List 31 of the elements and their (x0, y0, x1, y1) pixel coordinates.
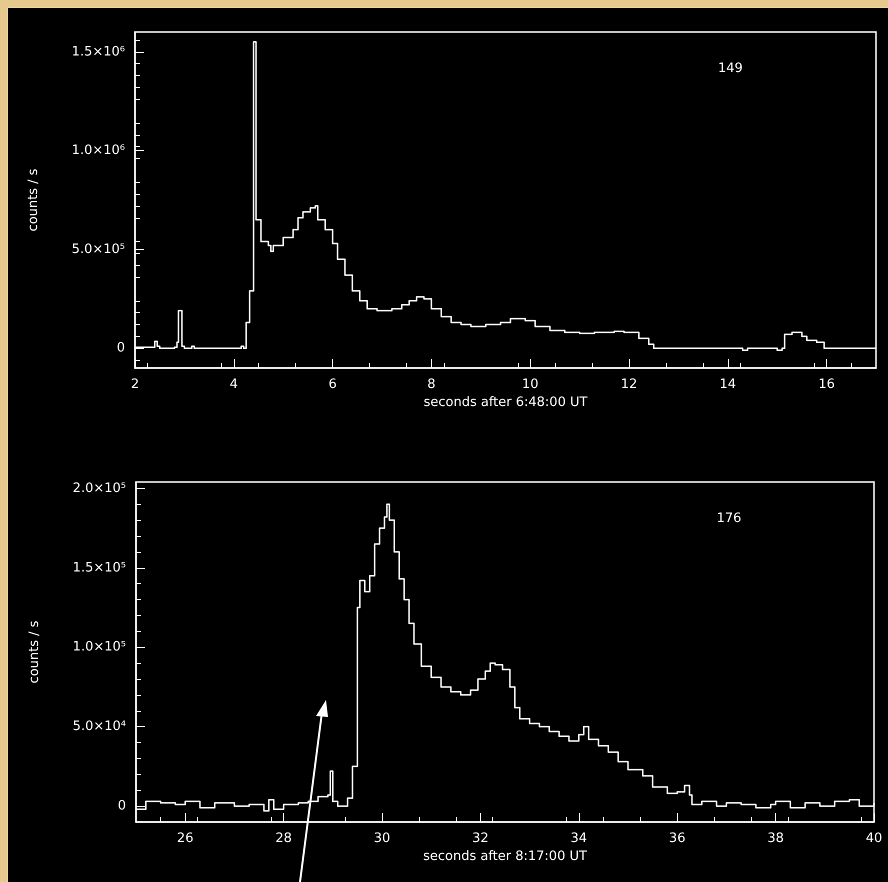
x-tick-label: 14 (720, 377, 736, 392)
x-tick-label: 30 (374, 831, 390, 846)
x-tick-label: 38 (767, 831, 784, 846)
y-tick-label: 0 (116, 340, 125, 356)
x-tick-label: 2 (130, 377, 140, 392)
x-tick-label: 16 (818, 377, 835, 392)
y-tick-label: 2.0×10⁵ (72, 480, 126, 496)
y-tick-label: 1.0×10⁶ (72, 143, 125, 158)
y-axis-title: counts / s (27, 620, 42, 684)
y-tick-label: 1.5×10⁵ (72, 560, 126, 576)
x-tick-label: 32 (472, 831, 489, 846)
x-tick-label: 8 (427, 377, 436, 392)
annotation: 176 (716, 511, 742, 526)
x-tick-label: 10 (522, 377, 538, 392)
annotation: 149 (718, 61, 743, 76)
x-tick-label: 26 (176, 831, 194, 846)
y-tick-label: 1.0×10⁵ (72, 640, 126, 655)
x-tick-label: 34 (570, 831, 588, 846)
x-tick-label: 4 (230, 377, 238, 392)
x-axis-title: seconds after 6:48:00 UT (424, 395, 588, 410)
x-tick-label: 6 (328, 377, 337, 392)
x-tick-label: 40 (866, 831, 882, 846)
y-tick-label: 1.5×10⁶ (72, 44, 125, 60)
y-tick-label: 5.0×10⁵ (72, 242, 125, 257)
x-tick-label: 28 (275, 831, 292, 846)
x-tick-label: 12 (620, 377, 638, 392)
x-axis-title: seconds after 8:17:00 UT (423, 849, 587, 864)
y-axis-title: counts / s (26, 168, 41, 232)
y-tick-label: 5.0×10⁴ (72, 719, 126, 734)
x-tick-label: 36 (668, 831, 686, 846)
y-tick-label: 0 (118, 798, 126, 814)
